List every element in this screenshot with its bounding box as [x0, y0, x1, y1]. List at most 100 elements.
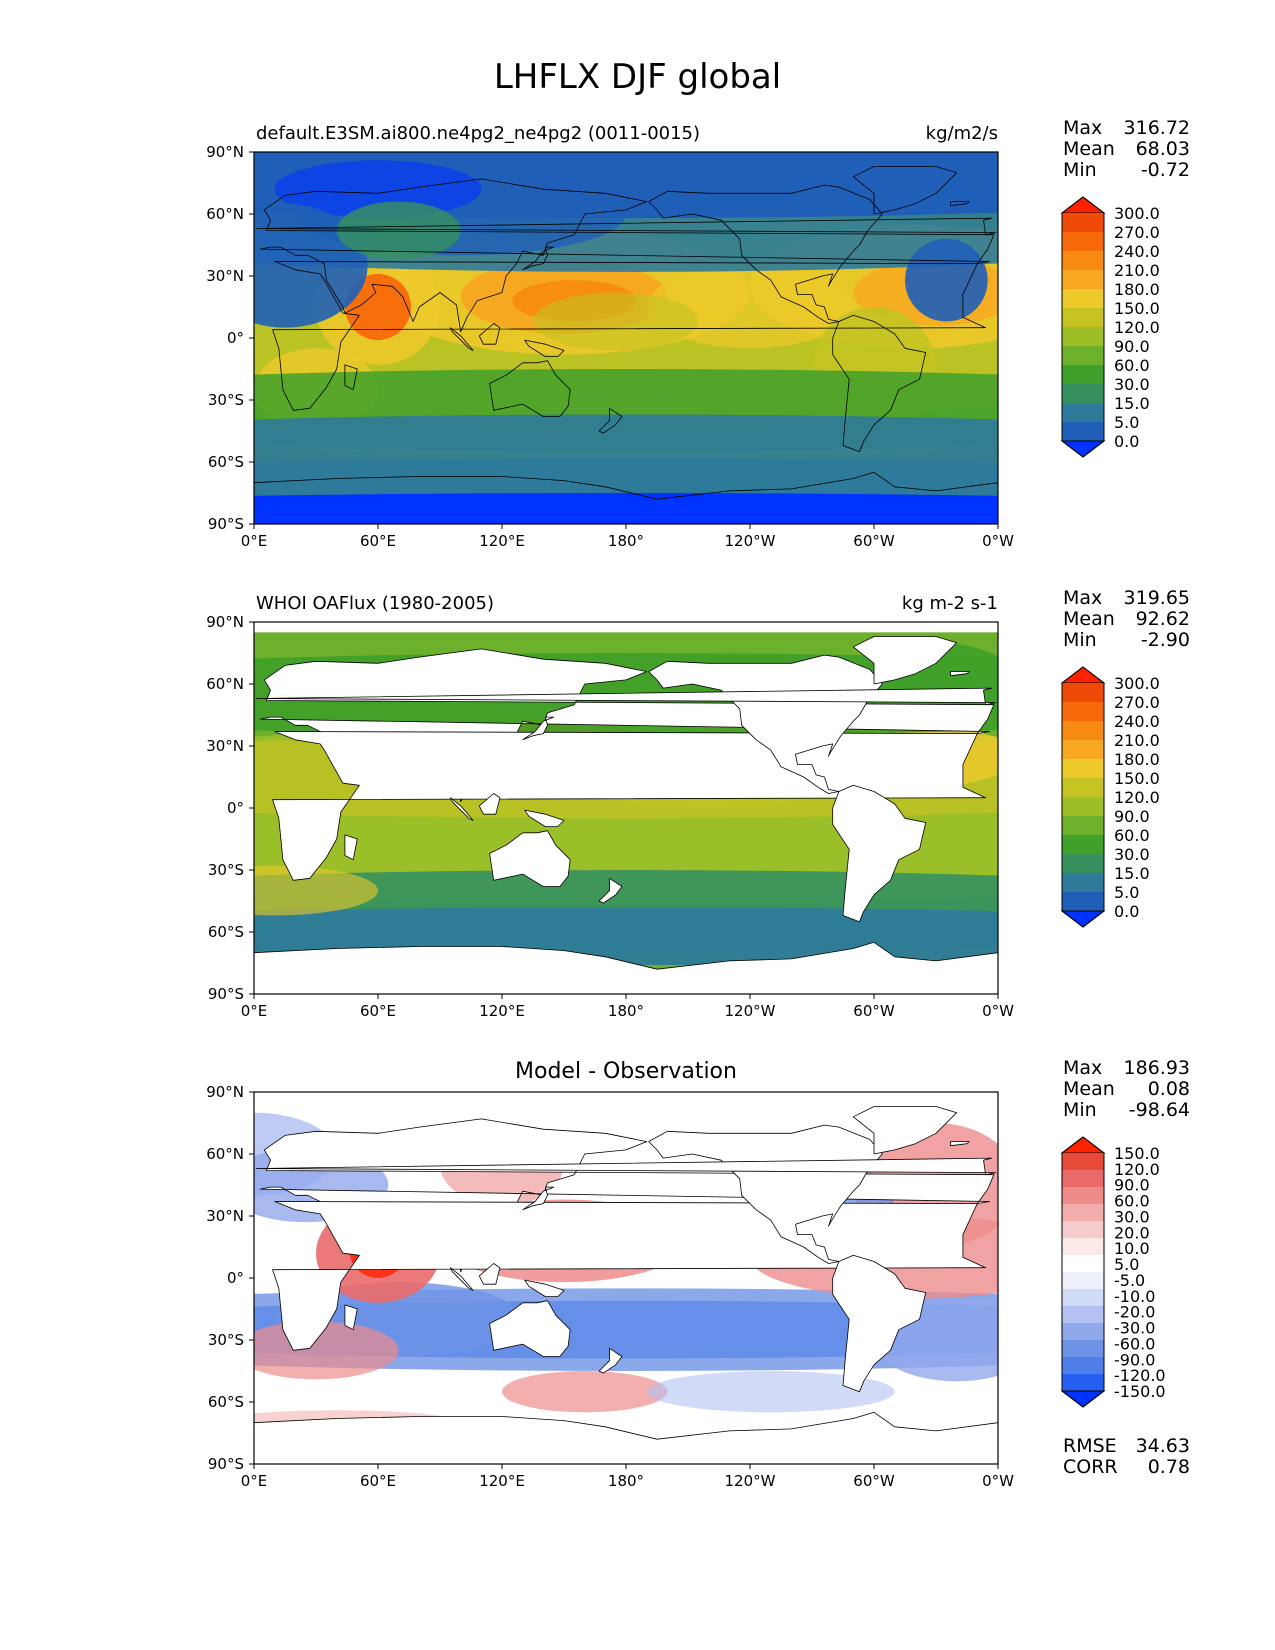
lon-tick-label: 60°E — [360, 1002, 396, 1020]
stat-value: 92.62 — [1136, 608, 1190, 630]
lat-tick-label: 30°N — [206, 267, 244, 285]
lon-tick-label: 120°E — [479, 1002, 525, 1020]
lat-tick-label: 30°N — [206, 737, 244, 755]
lon-tick-label: 120°W — [725, 1472, 776, 1490]
lon-tick-label: 60°W — [853, 1472, 895, 1490]
lat-tick-label: 60°N — [206, 205, 244, 223]
panel-observation-left-title: WHOI OAFlux (1980-2005) — [256, 593, 494, 614]
colorbar-tick-label: 120.0 — [1114, 318, 1160, 337]
stat-label: Mean — [1063, 138, 1115, 160]
lon-tick-label: 0°E — [241, 1002, 268, 1020]
lat-tick-label: 60°N — [206, 1145, 244, 1163]
lat-tick-label: 90°S — [208, 985, 244, 1003]
colorbar-tick-label: 270.0 — [1114, 693, 1160, 712]
colorbar-tick-label: 120.0 — [1114, 788, 1160, 807]
colorbar-segment — [1062, 740, 1104, 760]
colorbar-segment — [1062, 797, 1104, 817]
extra-stat-value: 0.78 — [1148, 1456, 1190, 1478]
colorbar-tick-label: 5.0 — [1114, 413, 1139, 432]
stat-value: -98.64 — [1129, 1099, 1190, 1121]
colorbar-tick-label: 240.0 — [1114, 712, 1160, 731]
colorbar-segment — [1062, 213, 1104, 233]
colorbar-segment — [1062, 346, 1104, 366]
stat-label: Max — [1063, 117, 1102, 139]
colorbar-tick-label: 0.0 — [1114, 902, 1139, 921]
lat-tick-label: 90°N — [206, 1083, 244, 1101]
colorbar-tick-label: 300.0 — [1114, 674, 1160, 693]
lon-tick-label: 120°E — [479, 1472, 525, 1490]
colorbar-extend-min — [1060, 1390, 1106, 1408]
colorbar-tick-label: 0.0 — [1114, 432, 1139, 451]
colorbar-tick-label: 60.0 — [1114, 826, 1150, 845]
colorbar-segment — [1062, 365, 1104, 385]
stat-label: Min — [1063, 159, 1097, 181]
figure-title: LHFLX DJF global — [493, 57, 782, 97]
colorbar-extend-max — [1060, 1136, 1106, 1154]
panel-model-left-title: default.E3SM.ai800.ne4pg2_ne4pg2 (0011-0… — [256, 123, 701, 144]
colorbar-extend-max — [1060, 666, 1106, 684]
colorbar-segment — [1062, 384, 1104, 404]
lat-tick-label: 30°S — [208, 391, 244, 409]
stat-value: 319.65 — [1124, 587, 1190, 609]
lat-tick-label: 60°S — [208, 923, 244, 941]
colorbar-segment — [1062, 1204, 1104, 1222]
lon-tick-label: 0°W — [982, 1002, 1014, 1020]
colorbar-tick-label: -20.0 — [1114, 1303, 1155, 1322]
lat-tick-label: 60°S — [208, 1393, 244, 1411]
colorbar-segment — [1062, 1357, 1104, 1375]
colorbar-segment — [1062, 251, 1104, 271]
lat-tick-label: 60°S — [208, 453, 244, 471]
stat-value: 68.03 — [1136, 138, 1190, 160]
stat-value: 316.72 — [1124, 117, 1190, 139]
colorbar-segment — [1062, 873, 1104, 893]
colorbar-tick-label: 300.0 — [1114, 204, 1160, 223]
lon-tick-label: 60°E — [360, 1472, 396, 1490]
colorbar-segment — [1062, 1374, 1104, 1392]
extra-stat-value: 34.63 — [1136, 1435, 1190, 1457]
colorbar-tick-label: 60.0 — [1114, 1192, 1150, 1211]
stat-label: Mean — [1063, 608, 1115, 630]
colorbar-tick-label: 60.0 — [1114, 356, 1150, 375]
colorbar-tick-label: 90.0 — [1114, 337, 1150, 356]
colorbar-segment — [1062, 721, 1104, 741]
colorbar-tick-label: -30.0 — [1114, 1319, 1155, 1338]
colorbar-tick-label: -5.0 — [1114, 1271, 1145, 1290]
lon-tick-label: 60°E — [360, 532, 396, 550]
lat-tick-label: 30°N — [206, 1207, 244, 1225]
lat-tick-label: 90°N — [206, 613, 244, 631]
colorbar-segment — [1062, 232, 1104, 252]
colorbar-tick-label: 15.0 — [1114, 864, 1150, 883]
colorbar-tick-label: -60.0 — [1114, 1334, 1155, 1353]
colorbar-extend-max — [1060, 196, 1106, 214]
lon-tick-label: 0°E — [241, 532, 268, 550]
lon-tick-label: 0°W — [982, 1472, 1014, 1490]
stat-value: 186.93 — [1124, 1057, 1190, 1079]
colorbar-segment — [1062, 327, 1104, 347]
stat-label: Min — [1063, 629, 1097, 651]
colorbar-segment — [1062, 759, 1104, 779]
colorbar-segment — [1062, 422, 1104, 442]
colorbar-tick-label: 150.0 — [1114, 299, 1160, 318]
lat-tick-label: 60°N — [206, 675, 244, 693]
lon-tick-label: 60°W — [853, 532, 895, 550]
stat-value: -2.90 — [1141, 629, 1190, 651]
lat-tick-label: 90°S — [208, 515, 244, 533]
colorbar-tick-label: 180.0 — [1114, 280, 1160, 299]
colorbar-segment — [1062, 1153, 1104, 1171]
colorbar-extend-min — [1060, 440, 1106, 458]
colorbar-segment — [1062, 308, 1104, 328]
lat-tick-label: 30°S — [208, 861, 244, 879]
colorbar-tick-label: 120.0 — [1114, 1160, 1160, 1179]
colorbar-segment — [1062, 854, 1104, 874]
colorbar-segment — [1062, 1340, 1104, 1358]
colorbar-tick-label: 240.0 — [1114, 242, 1160, 261]
panel-observation-units: kg m-2 s-1 — [901, 593, 998, 614]
lat-tick-label: 0° — [227, 1269, 244, 1287]
colorbar-segment — [1062, 1255, 1104, 1273]
colorbar-tick-label: 5.0 — [1114, 883, 1139, 902]
colorbar-segment — [1062, 1306, 1104, 1324]
colorbar-tick-label: -10.0 — [1114, 1287, 1155, 1306]
colorbar-tick-label: 15.0 — [1114, 394, 1150, 413]
lon-tick-label: 120°E — [479, 532, 525, 550]
